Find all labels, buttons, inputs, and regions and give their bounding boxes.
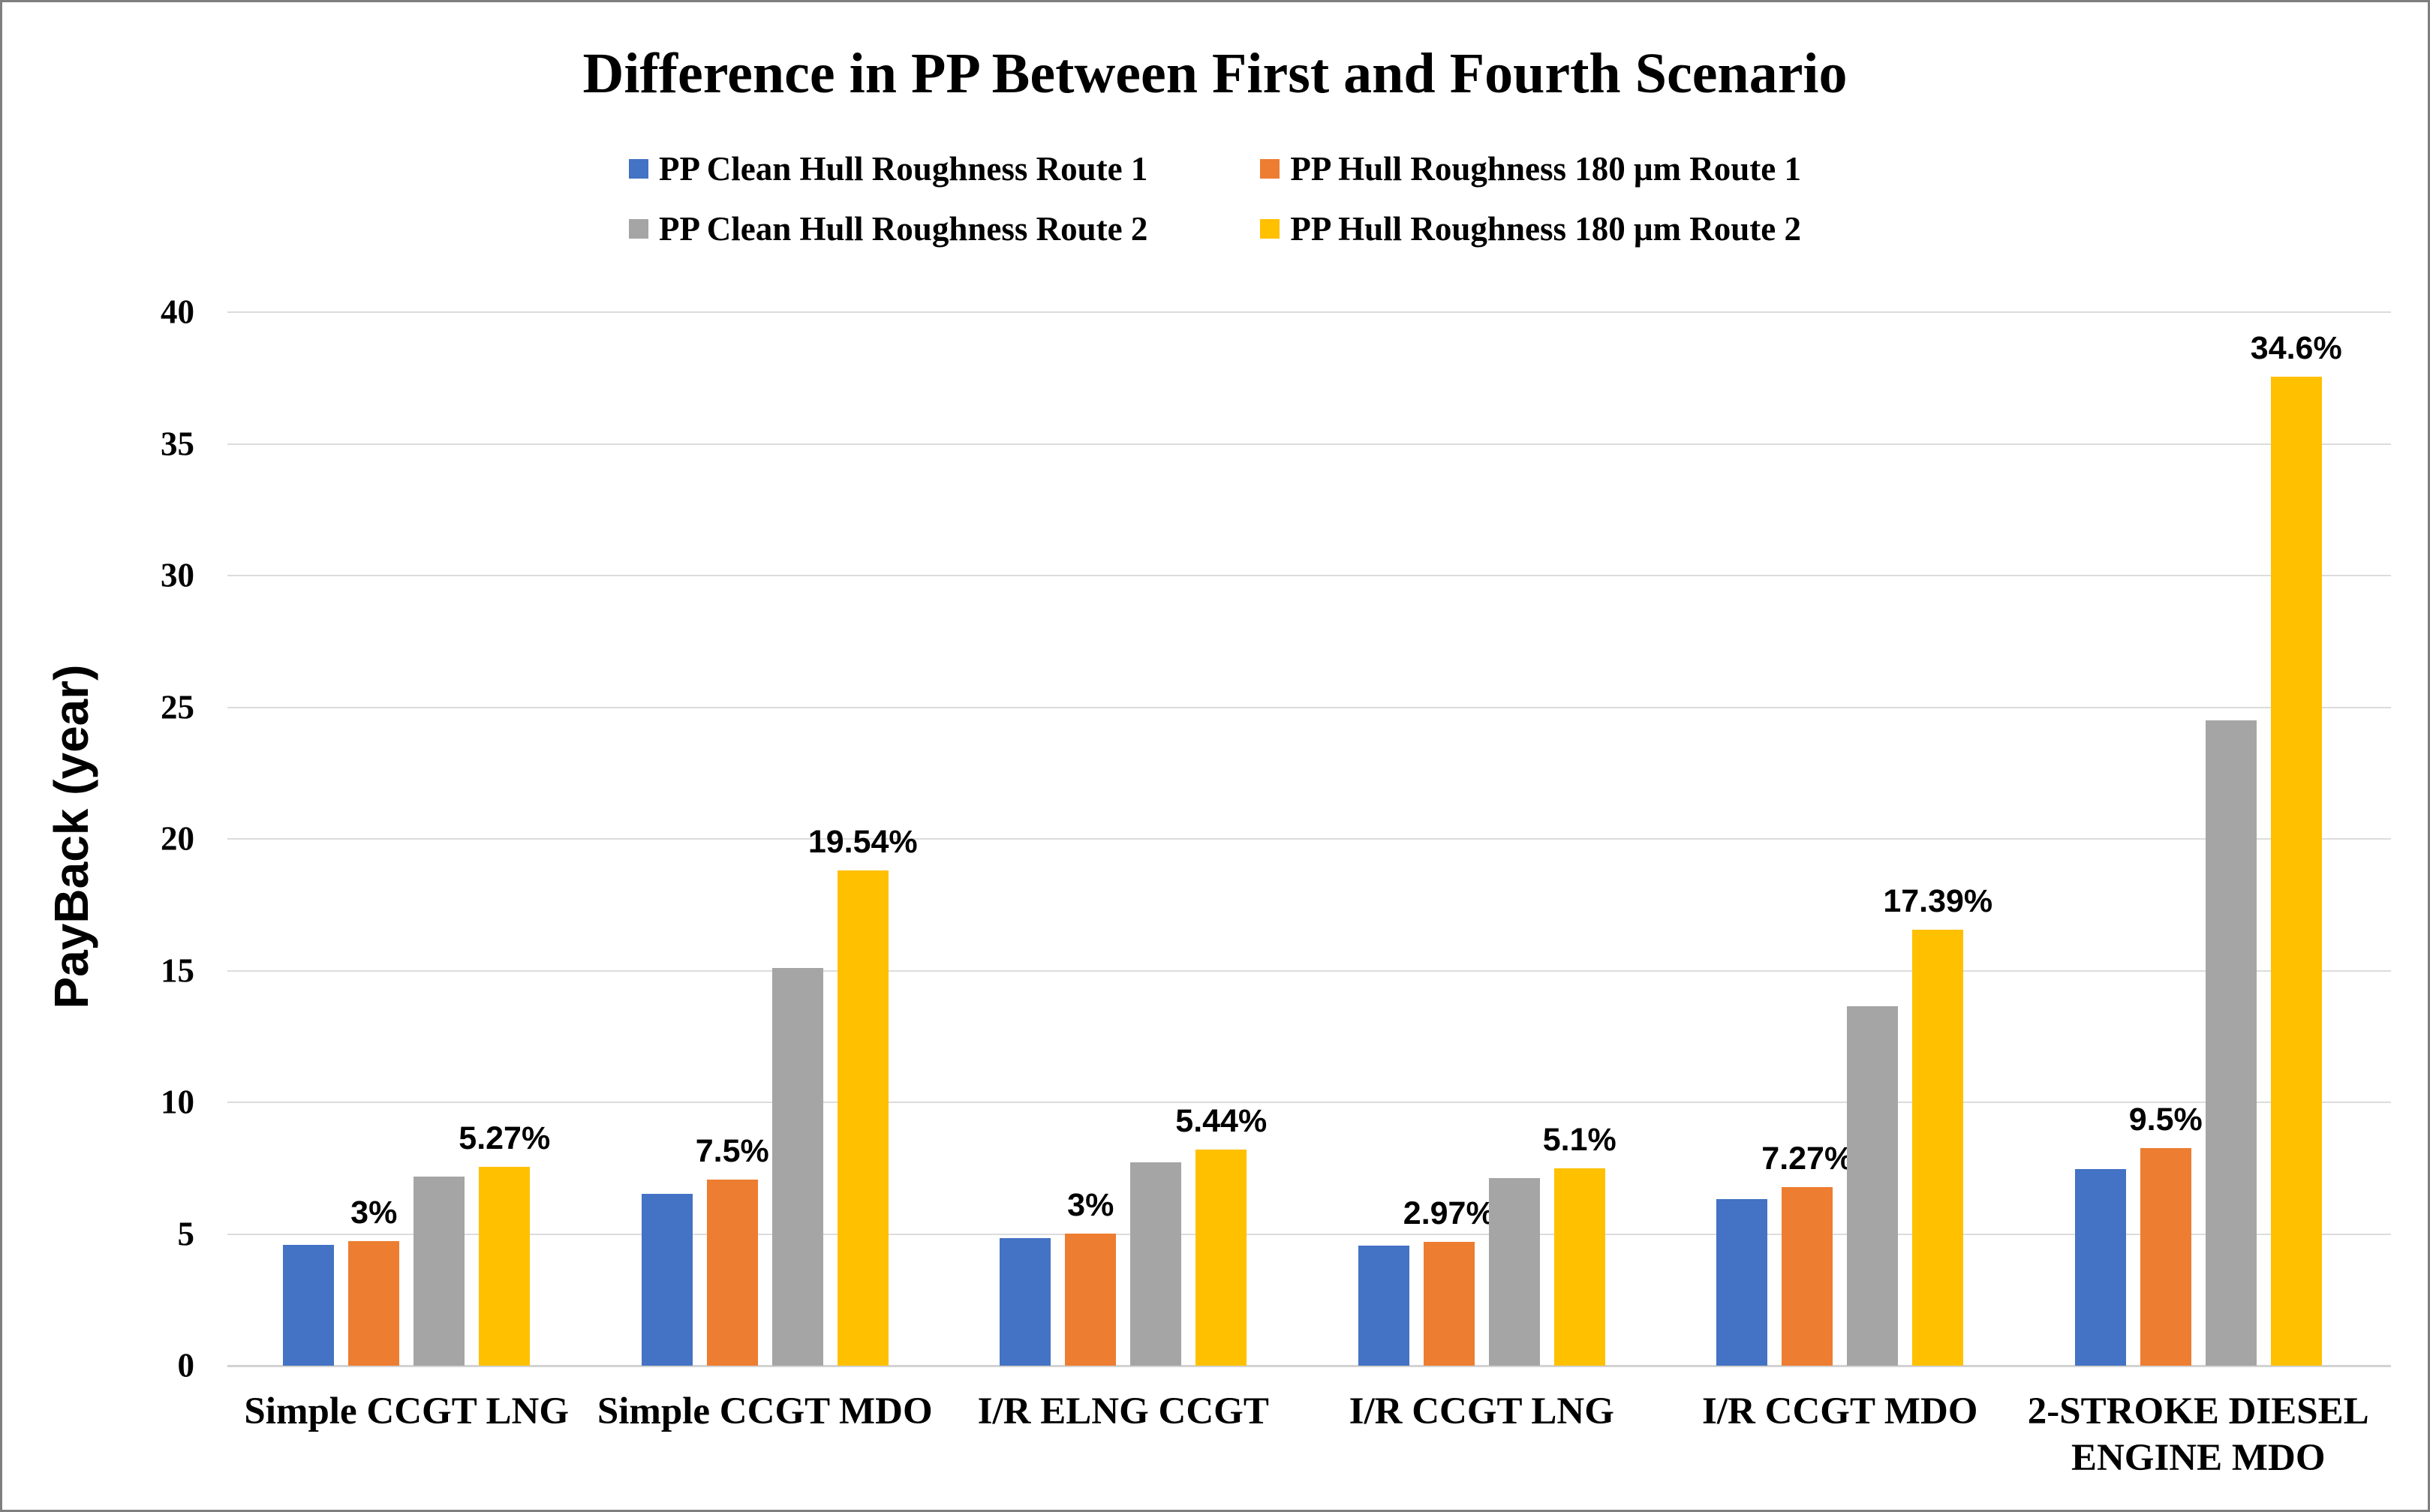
chart-title: Difference in PP Between First and Fourt… [582, 42, 1848, 105]
y-tick-label-5: 5 [177, 1215, 195, 1252]
legend-label: PP Clean Hull Roughness Route 2 [659, 210, 1148, 248]
gridline-y20 [227, 838, 2391, 840]
bar-series2-cat3 [1065, 1234, 1117, 1366]
data-label-series4-cat1: 5.27% [459, 1120, 551, 1156]
bar-group-6: 9.5% 34.6% 2-STROKE DIESEL ENGINE MDO [2019, 312, 2378, 1480]
bar-series3-cat5 [1847, 1006, 1899, 1366]
y-tick-label-20: 20 [161, 819, 194, 858]
bar-series2-cat5 [1782, 1187, 1833, 1366]
x-axis-label-6: 2-STROKE DIESEL ENGINE MDO [2027, 1390, 2369, 1480]
data-label-series2-cat2: 7.5% [695, 1133, 769, 1169]
legend-marker-icon [1260, 219, 1280, 239]
data-label-series4-cat2: 19.54% [807, 824, 918, 860]
legend-label: PP Hull Roughness 180 μm Route 2 [1290, 210, 1801, 248]
bar-series4-cat3 [1195, 1150, 1247, 1366]
gridline-y30 [227, 575, 2391, 576]
plot-area: 0 5 10 15 20 25 30 35 40 3% 5.27% Simple CCGT LNG 7.… [161, 295, 2391, 1480]
gridline-y40 [227, 311, 2391, 313]
gridline-y10 [227, 1102, 2391, 1103]
gridline-y15 [227, 969, 2391, 972]
legend-marker-icon [629, 159, 649, 179]
legend-item-3: PP Clean Hull Roughness Route 2 [629, 209, 1147, 248]
bar-series2-cat1 [348, 1241, 400, 1366]
bar-series1-cat6 [2074, 1169, 2126, 1366]
bar-group-2: 7.5% 19.54% Simple CCGT MDO [586, 312, 945, 1433]
bar-series1-cat2 [641, 1194, 693, 1366]
legend-label: PP Hull Roughness 180 μm Route 1 [1290, 150, 1801, 188]
x-axis-label-4: I/R CCGT LNG [1349, 1390, 1614, 1432]
bar-series4-cat4 [1553, 1168, 1605, 1366]
y-tick-label-10: 10 [161, 1083, 194, 1121]
x-axis-line [227, 1365, 2391, 1367]
bar-series3-cat3 [1130, 1162, 1182, 1366]
data-label-series4-cat4: 5.1% [1542, 1122, 1616, 1158]
data-label-series2-cat5: 7.27% [1761, 1141, 1854, 1177]
y-axis-title: PayBack (year) [44, 664, 98, 1009]
y-tick-label-30: 30 [161, 556, 194, 594]
bar-group-4: 2.97% 5.1% I/R CCGT LNG [1303, 312, 1662, 1433]
bar-series2-cat4 [1423, 1242, 1475, 1366]
bar-series3-cat6 [2205, 720, 2257, 1366]
x-axis-label-5: I/R CCGT MDO [1702, 1390, 1978, 1432]
bar-series4-cat2 [837, 870, 889, 1366]
bar-series2-cat6 [2140, 1148, 2191, 1366]
gridline-y25 [227, 706, 2391, 708]
bar-series4-cat1 [479, 1167, 531, 1366]
legend-item-1: PP Clean Hull Roughness Route 1 [629, 149, 1147, 188]
y-tick-label-35: 35 [161, 425, 194, 462]
legend-item-2: PP Hull Roughness 180 μm Route 1 [1260, 149, 1801, 188]
legend-label: PP Clean Hull Roughness Route 1 [659, 150, 1148, 188]
x-axis-label-2: Simple CCGT MDO [597, 1390, 933, 1432]
x-axis-label-1: Simple CCGT LNG [244, 1390, 570, 1432]
gridline-y5 [227, 1233, 2391, 1235]
legend: PP Clean Hull Roughness Route 1 PP Hull R… [2, 149, 2428, 248]
bar-series2-cat2 [706, 1180, 758, 1366]
bar-series3-cat4 [1488, 1178, 1540, 1366]
data-label-series2-cat6: 9.5% [2128, 1102, 2203, 1138]
data-label-series4-cat6: 34.6% [2250, 330, 2342, 366]
data-label-series4-cat5: 17.39% [1883, 883, 1993, 919]
data-label-series2-cat1: 3% [350, 1195, 398, 1231]
bar-group-5: 7.27% 17.39% I/R CCGT MDO [1661, 312, 2019, 1433]
bar-series1-cat3 [1000, 1238, 1051, 1366]
bar-series1-cat5 [1716, 1199, 1768, 1366]
legend-marker-icon [1260, 159, 1280, 179]
bar-series1-cat1 [283, 1245, 335, 1366]
y-tick-label-15: 15 [161, 951, 194, 989]
bar-series1-cat4 [1358, 1246, 1409, 1366]
bar-series4-cat6 [2270, 377, 2322, 1366]
legend-marker-icon [629, 219, 649, 239]
y-tick-label-25: 25 [161, 688, 194, 726]
data-label-series2-cat3: 3% [1067, 1187, 1114, 1223]
bar-series4-cat5 [1912, 930, 1964, 1366]
bar-group-1: 3% 5.27% Simple CCGT LNG [227, 312, 586, 1433]
gridline-y35 [227, 443, 2391, 445]
data-label-series4-cat3: 5.44% [1175, 1103, 1268, 1139]
x-axis-label-3: I/R ELNG CCGT [977, 1390, 1269, 1432]
y-tick-label-40: 40 [161, 293, 194, 331]
bar-group-3: 3% 5.44% I/R ELNG CCGT [944, 312, 1303, 1433]
y-tick-label-0: 0 [177, 1346, 195, 1384]
legend-item-4: PP Hull Roughness 180 μm Route 2 [1260, 209, 1801, 248]
bar-series3-cat2 [771, 968, 823, 1366]
bar-series3-cat1 [414, 1177, 465, 1366]
data-label-series2-cat4: 2.97% [1403, 1195, 1495, 1231]
